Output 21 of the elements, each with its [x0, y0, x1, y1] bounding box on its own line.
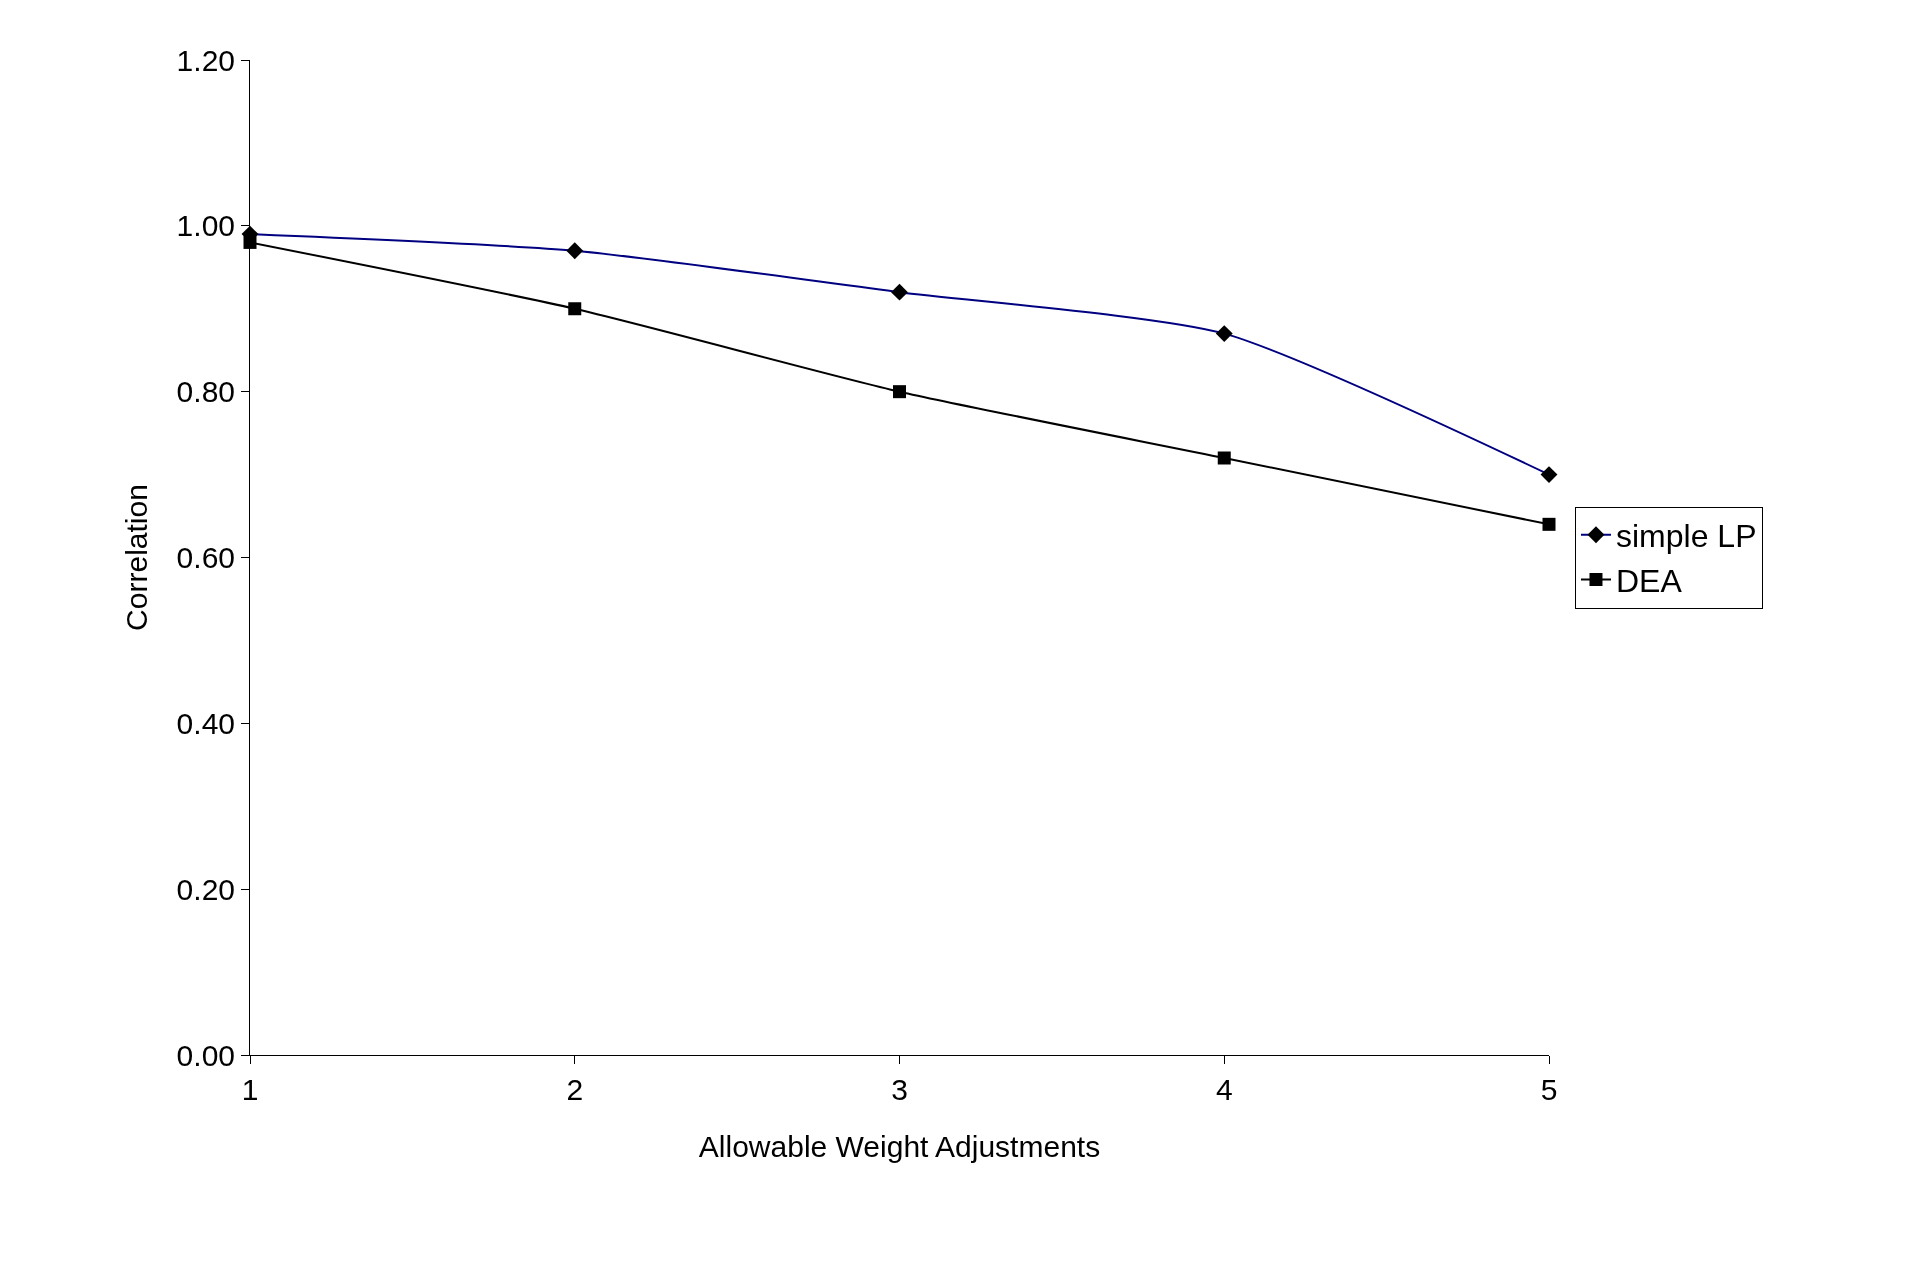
point [1217, 451, 1231, 465]
y-tick-label: 0.00 [176, 1038, 235, 1072]
point [568, 302, 582, 316]
y-axis-title: Correlation [119, 484, 153, 631]
y-tick-label: 1.20 [176, 43, 235, 77]
y-tick-label: 0.80 [176, 375, 235, 409]
x-tick-label: 4 [1215, 1073, 1233, 1106]
y-tick-label: 0.40 [176, 706, 235, 740]
x-tick-label: 3 [891, 1073, 908, 1106]
x-tick-label: 5 [1540, 1073, 1558, 1106]
x-tick-label: 1 [241, 1073, 259, 1106]
legend-label: DEA [1615, 562, 1683, 599]
point [893, 385, 906, 399]
x-tick-label: 2 [566, 1073, 584, 1106]
y-tick-label: 0.20 [176, 872, 235, 906]
y-tick-label: 1.00 [176, 209, 235, 243]
point [243, 235, 257, 249]
point [1542, 517, 1556, 531]
y-tick-label: 0.60 [176, 541, 235, 574]
x-axis-title: Allowable Weight Adjustments [698, 1129, 1101, 1163]
legend-label: simple LP [1615, 518, 1757, 555]
